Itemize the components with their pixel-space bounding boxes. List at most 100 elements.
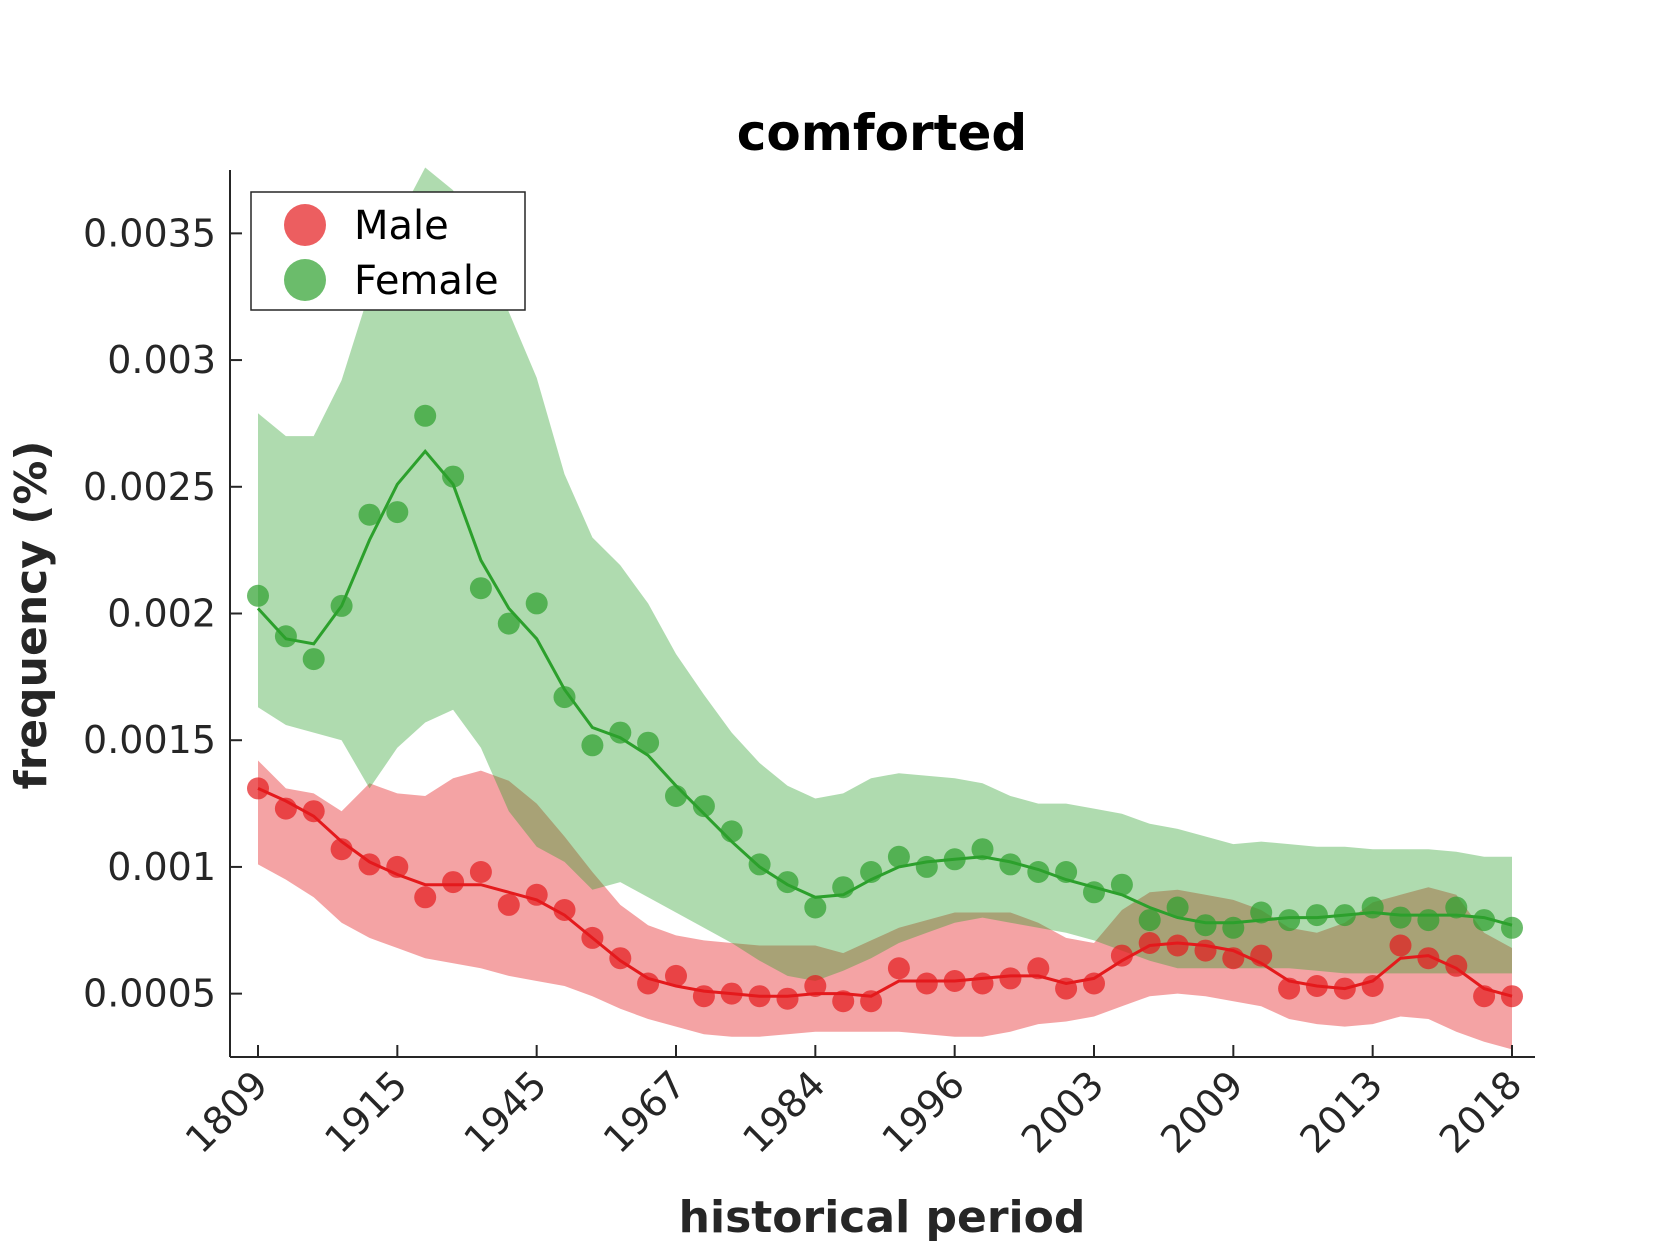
y-ticks: 0.0005 0.001 0.0015 0.002 0.0025 0.003 0.0035 <box>83 211 242 1016</box>
point-male <box>1473 985 1496 1008</box>
y-tick-label: 0.001 <box>107 845 216 889</box>
point-male <box>274 797 297 820</box>
point-male <box>720 982 743 1005</box>
band-female <box>258 167 1512 981</box>
point-male <box>1305 975 1328 997</box>
point-female <box>971 838 994 861</box>
point-male <box>665 964 687 987</box>
legend-marker-female <box>284 259 326 301</box>
point-female <box>1110 873 1133 896</box>
point-female <box>414 404 437 427</box>
legend: Male Female <box>250 191 526 311</box>
point-male <box>1110 944 1133 967</box>
point-female <box>581 734 604 757</box>
point-female <box>999 853 1022 876</box>
point-female <box>1278 909 1301 932</box>
point-male <box>971 972 994 995</box>
point-male <box>330 838 353 861</box>
y-tick-label: 0.0005 <box>83 972 216 1016</box>
point-male <box>692 985 715 1008</box>
x-ticks: 1809 1915 1945 1967 1984 1996 2003 2009 2013 2018 <box>177 1045 1530 1162</box>
point-female <box>469 577 492 600</box>
point-male <box>1361 975 1384 997</box>
point-female <box>330 594 353 617</box>
point-female <box>1305 904 1328 927</box>
point-female <box>720 820 743 843</box>
point-male <box>915 972 938 995</box>
y-tick-label: 0.0015 <box>83 718 216 762</box>
x-tick-label: 1996 <box>874 1062 974 1162</box>
trend-lines <box>256 448 1513 998</box>
point-male <box>1027 957 1050 980</box>
y-tick-label: 0.0025 <box>83 465 216 509</box>
point-male <box>1138 932 1161 954</box>
legend-marker-male <box>284 204 326 246</box>
point-male <box>1083 972 1105 995</box>
point-female <box>1473 909 1496 932</box>
y-tick-label: 0.003 <box>107 338 216 382</box>
point-female <box>776 871 799 894</box>
point-female <box>1083 881 1105 904</box>
point-male <box>1389 934 1412 957</box>
point-female <box>1222 916 1245 939</box>
point-female <box>832 876 855 899</box>
point-female <box>943 848 966 871</box>
point-female <box>358 503 381 526</box>
point-male <box>1166 934 1189 957</box>
point-female <box>247 584 269 607</box>
point-male <box>581 926 604 949</box>
x-tick-label: 1945 <box>456 1062 556 1162</box>
point-female <box>1166 896 1189 919</box>
y-axis-label: frequency (%) <box>6 440 57 789</box>
x-tick-label: 1967 <box>595 1062 695 1162</box>
band-male <box>258 760 1512 1050</box>
point-female <box>804 896 827 919</box>
legend-label-female: Female <box>354 258 499 304</box>
point-female <box>860 861 883 883</box>
point-male <box>1222 947 1245 970</box>
point-female <box>637 731 660 754</box>
x-tick-label: 2013 <box>1292 1062 1392 1162</box>
x-tick-label: 2009 <box>1152 1062 1252 1162</box>
point-female <box>1250 901 1273 924</box>
point-male <box>497 893 520 916</box>
point-female <box>386 501 409 524</box>
point-male <box>748 985 771 1008</box>
point-male <box>887 957 910 980</box>
point-female <box>553 686 576 709</box>
y-tick-label: 0.0035 <box>83 211 216 255</box>
line-female <box>256 448 1513 927</box>
confidence-bands <box>258 167 1512 1050</box>
point-female <box>1445 896 1468 919</box>
point-male <box>442 871 465 894</box>
point-female <box>748 853 771 876</box>
point-male <box>860 990 883 1013</box>
point-female <box>609 721 632 744</box>
point-male <box>1194 939 1217 962</box>
point-male <box>414 886 437 909</box>
point-male <box>525 883 548 906</box>
point-female <box>497 612 520 635</box>
point-male <box>776 987 799 1010</box>
point-male <box>553 899 576 921</box>
point-male <box>386 855 409 878</box>
point-female <box>442 465 465 488</box>
point-male <box>1417 947 1440 970</box>
data-points <box>247 404 1523 1013</box>
point-female <box>1138 909 1161 932</box>
point-male <box>358 853 381 876</box>
point-male <box>1501 985 1523 1008</box>
chart-title: comforted <box>737 104 1027 162</box>
point-female <box>887 845 910 868</box>
point-female <box>1194 914 1217 937</box>
point-male <box>832 990 855 1013</box>
point-female <box>302 648 325 671</box>
point-male <box>943 970 966 992</box>
x-tick-label: 1984 <box>734 1062 834 1162</box>
point-female <box>525 592 548 615</box>
point-male <box>469 861 492 883</box>
point-female <box>665 785 687 807</box>
point-male <box>1333 977 1356 1000</box>
point-male <box>302 800 325 823</box>
x-tick-label: 1915 <box>316 1062 416 1162</box>
